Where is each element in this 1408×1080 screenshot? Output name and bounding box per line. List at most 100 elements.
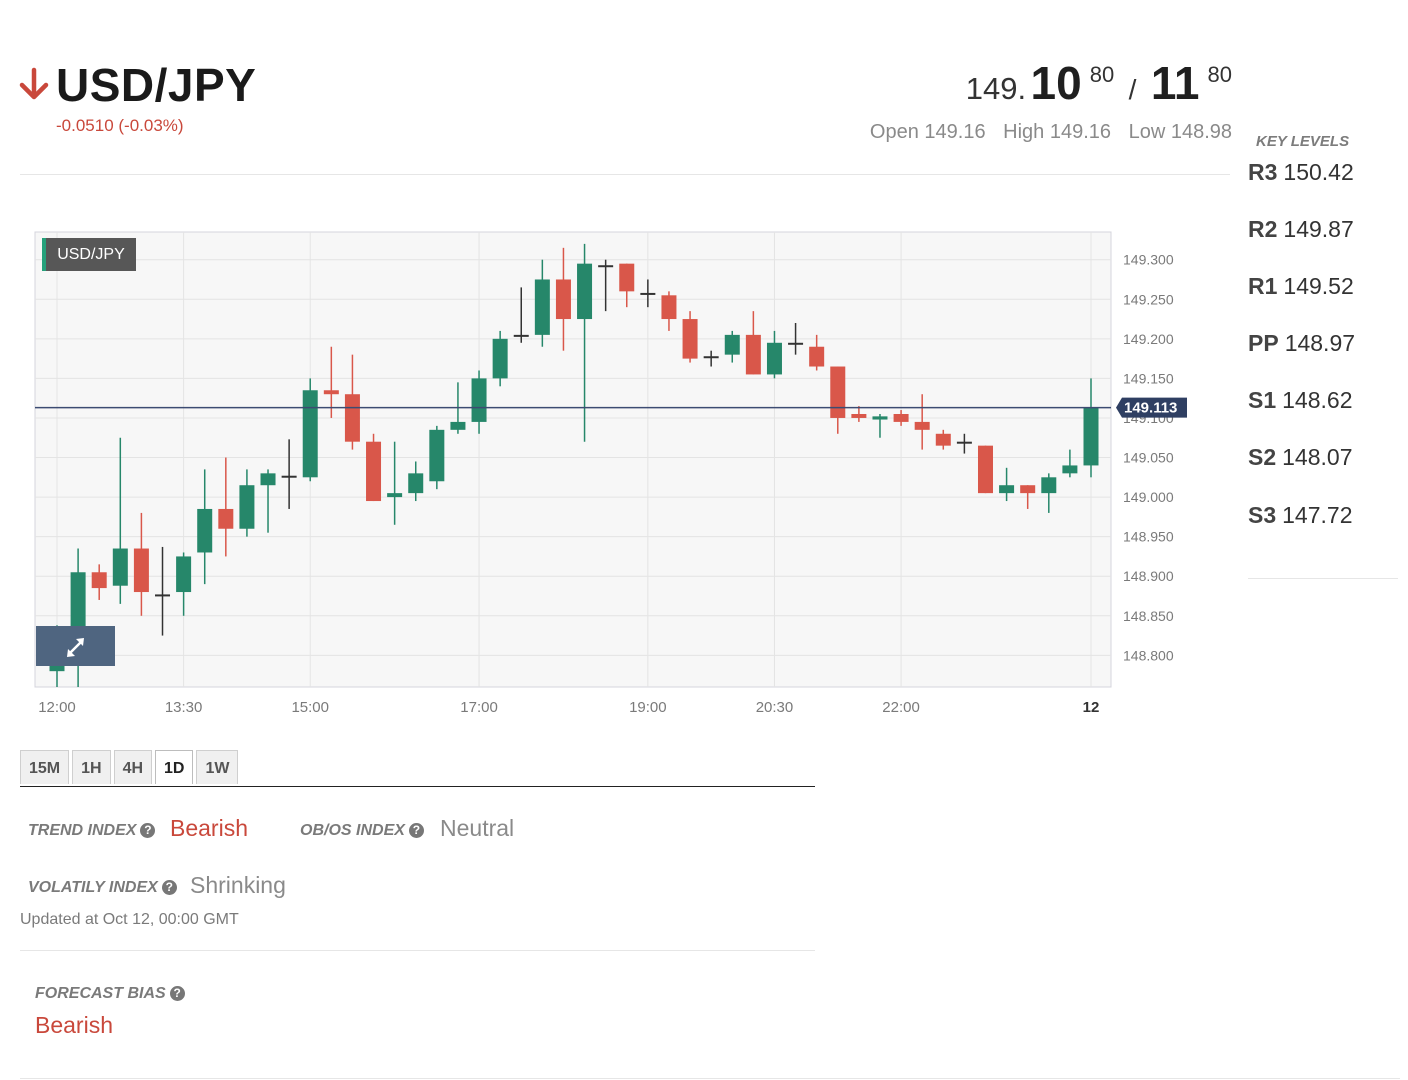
candle-body (956, 441, 972, 444)
candle-body (577, 263, 593, 320)
candle-body (1062, 465, 1078, 474)
candle-body (429, 429, 445, 482)
volatility-index-value: Shrinking (190, 872, 286, 898)
candle-body (999, 485, 1015, 494)
candle-body (260, 473, 276, 486)
candle-body (91, 572, 107, 589)
candle-body (281, 475, 297, 478)
candle-body (450, 421, 466, 430)
candle-body (366, 441, 382, 502)
candle-body (387, 493, 403, 498)
key-level-r1: R1 149.52 (1248, 273, 1354, 300)
volatility-index-label: VOLATILY INDEX? (28, 879, 177, 897)
candle-body (218, 508, 234, 529)
candle-body (133, 548, 149, 593)
plot-area (34, 231, 1112, 688)
x-tick-label: 22:00 (882, 699, 920, 716)
candle-body (598, 265, 614, 268)
bid-prefix: 149. (965, 71, 1027, 106)
candle-body (977, 445, 993, 494)
open-value: Open 149.16 (869, 121, 986, 143)
candle-body (935, 433, 951, 446)
high-value: High 149.16 (1003, 121, 1112, 143)
chart-symbol-badge: USD/JPY (42, 238, 136, 271)
ask-sup: 80 (1207, 62, 1232, 87)
y-tick-label: 149.200 (1123, 331, 1174, 347)
y-tick-label: 148.850 (1123, 608, 1174, 624)
ask-big: 11 (1150, 57, 1200, 109)
question-circle-icon[interactable]: ? (140, 823, 156, 838)
candle-body (344, 394, 360, 442)
key-level-value: 149.52 (1283, 273, 1354, 299)
key-level-value: 148.97 (1284, 330, 1356, 356)
bid-big: 10 (1030, 57, 1082, 109)
key-level-r3: R3 150.42 (1248, 159, 1354, 186)
key-level-label: S3 (1248, 502, 1277, 528)
bid-ask-quote: 149. 10 80 / 11 80 (966, 56, 1232, 110)
candle-body (155, 594, 171, 597)
bid-sup: 80 (1089, 62, 1115, 87)
candle-body (408, 473, 424, 494)
key-level-value: 148.62 (1282, 387, 1353, 413)
candle-body (851, 414, 867, 418)
key-level-s2: S2 148.07 (1248, 444, 1353, 471)
question-circle-icon[interactable]: ? (169, 986, 185, 1001)
tab-15m[interactable]: 15M (20, 750, 70, 784)
trend-index-value: Bearish (170, 815, 248, 841)
tab-1w[interactable]: 1W (196, 750, 239, 784)
y-tick-label: 149.300 (1123, 252, 1174, 268)
x-tick-label: 17:00 (460, 699, 498, 716)
candle-body (619, 263, 635, 292)
candle-body (302, 390, 318, 478)
down-arrow-icon (19, 67, 49, 100)
expand-chart-button[interactable] (36, 626, 115, 666)
trend-index-text: TREND INDEX (28, 822, 137, 839)
key-level-value: 149.87 (1283, 216, 1354, 242)
candle-body (724, 334, 740, 355)
tab-1d[interactable]: 1D (155, 750, 194, 784)
x-tick-label: 19:00 (629, 699, 667, 716)
volatility-index-text: VOLATILY INDEX (28, 879, 158, 896)
candlestick-chart[interactable]: 149.300149.250149.200149.150149.100149.0… (0, 220, 1240, 730)
key-level-label: S1 (1248, 387, 1277, 413)
candle-body (745, 334, 761, 375)
y-tick-label: 149.150 (1123, 370, 1174, 386)
updated-timestamp: Updated at Oct 12, 00:00 GMT (20, 911, 239, 928)
candle-body (893, 414, 909, 422)
key-level-s1: S1 148.62 (1248, 387, 1353, 414)
bottom-divider (20, 1078, 1400, 1079)
candle-body (809, 346, 825, 367)
indexes-divider (20, 950, 815, 951)
y-tick-label: 149.000 (1123, 489, 1174, 505)
forecast-bias-label: FORECAST BIAS? (35, 985, 185, 1003)
key-level-label: R3 (1248, 159, 1278, 185)
header-divider (20, 174, 1230, 175)
candle-body (239, 485, 255, 529)
candle-body (1020, 485, 1036, 494)
y-tick-label: 148.800 (1123, 647, 1174, 663)
candle-body (640, 292, 656, 295)
question-circle-icon[interactable]: ? (161, 880, 177, 895)
candle-body (323, 390, 339, 395)
candle-body (555, 279, 571, 320)
candle-body (872, 416, 888, 420)
candle-body (788, 342, 804, 345)
question-circle-icon[interactable]: ? (408, 823, 424, 838)
forecast-bias-text: FORECAST BIAS (35, 985, 166, 1002)
candle-body (471, 378, 487, 422)
candle-body (1041, 477, 1057, 494)
key-level-value: 147.72 (1282, 502, 1353, 528)
candle-body (534, 279, 550, 335)
tab-4h[interactable]: 4H (113, 750, 153, 784)
tab-1h[interactable]: 1H (72, 750, 111, 784)
key-levels-divider (1248, 578, 1398, 579)
candle-body (766, 342, 782, 375)
candle-body (830, 366, 846, 418)
candle-body (176, 556, 192, 593)
candle-body (70, 572, 86, 632)
key-level-s3: S3 147.72 (1248, 502, 1353, 529)
forecast-bias-value: Bearish (35, 1012, 113, 1038)
obos-index-label: OB/OS INDEX? (300, 822, 424, 840)
x-tick-label: 15:00 (291, 699, 329, 716)
candle-body (513, 334, 529, 337)
